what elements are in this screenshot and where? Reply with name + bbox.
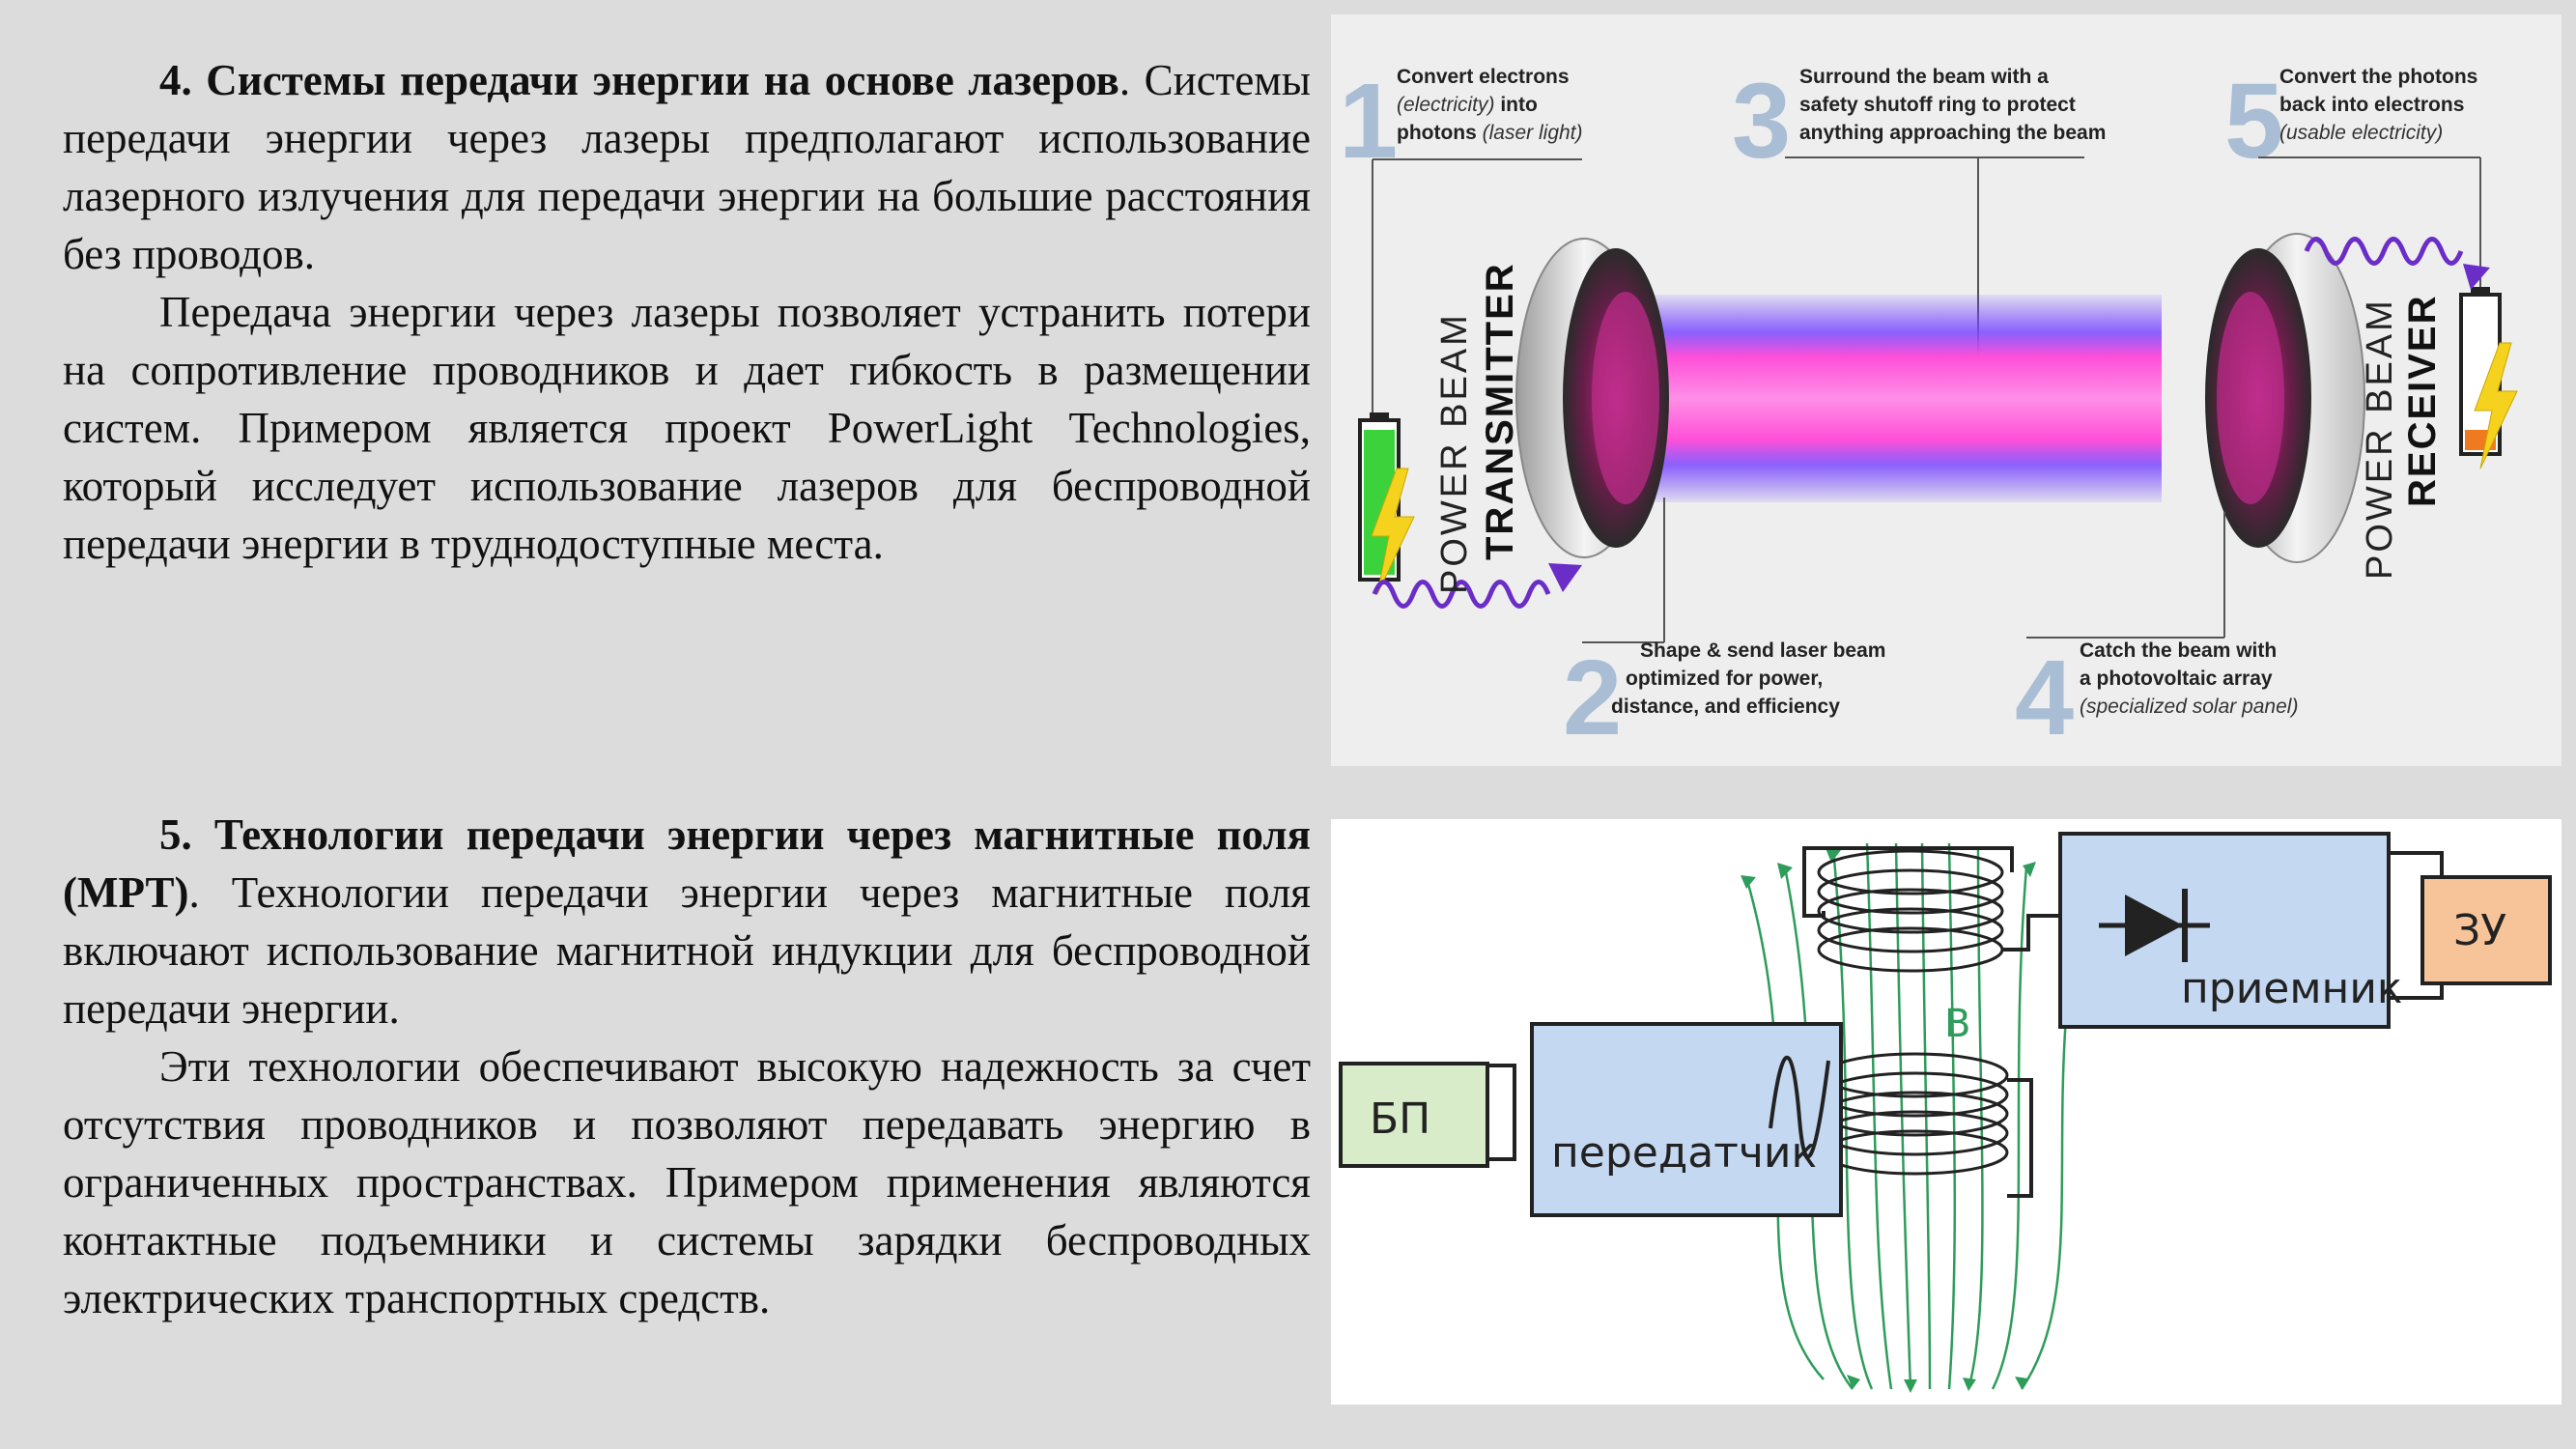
transmitter-input-wave: [1372, 580, 1551, 609]
step-2-line-1: Shape & send laser beam: [1640, 639, 1885, 662]
receiver-coil: [1817, 849, 2004, 973]
section-5-heading: 5. Технологии передачи энергии через маг…: [63, 810, 1311, 917]
receiver-label: приемник: [2181, 964, 2403, 1013]
step-5-line-1: Convert the photons: [2279, 66, 2477, 88]
section-4-paragraph-1: 4. Системы передачи энергии на основе ла…: [63, 56, 1312, 278]
sine-wave-icon: [1769, 1055, 1830, 1159]
step-3-line-1: Surround the beam with a: [1799, 66, 2049, 88]
receiver-label-bold: RECEIVER: [2401, 295, 2444, 508]
section-5-intro: Технологии передачи энергии через магнит…: [63, 868, 1312, 1033]
step-4-line-2: a photovoltaic array: [2080, 668, 2273, 690]
section-4-paragraph-2: Передача энергии через лазеры позволяет …: [63, 288, 1311, 568]
power-supply-box: [1339, 1062, 1489, 1168]
step-3-line-3: anything approaching the beam: [1799, 122, 2106, 144]
transmitter-label-bold: TRANSMITTER: [1479, 262, 1521, 560]
step-2-number: 2: [1563, 639, 1622, 757]
step-4-number: 4: [2015, 639, 2074, 757]
step-1-number: 1: [1339, 62, 1398, 181]
transmitter-battery-icon: [1358, 412, 1415, 595]
receiver-dish: [2205, 233, 2365, 563]
charger-label: ЗУ: [2453, 906, 2506, 955]
step-3-number: 3: [1732, 62, 1791, 181]
receiver-battery-icon: [2459, 287, 2518, 469]
transmitter-dish: [1515, 238, 1669, 558]
step-1-line-1: Convert electrons: [1397, 66, 1570, 88]
charger-box: [2420, 875, 2552, 985]
step-5-number: 5: [2224, 62, 2283, 181]
transmitter-box: [1530, 1022, 1843, 1217]
magnetic-field-lines: [1744, 842, 2086, 1390]
step-2-line-2: optimized for power,: [1626, 668, 1823, 690]
receiver-box: [2058, 832, 2391, 1029]
transmitter-label: POWER BEAM: [1434, 312, 1475, 594]
field-label: B: [1944, 1002, 1970, 1046]
magnetic-transfer-diagram: B БП: [1331, 819, 2562, 1405]
step-5-line-2: back into electrons: [2279, 94, 2464, 116]
section-5-paragraph-2: Эти технологии обеспечивают высокую наде…: [63, 1042, 1311, 1322]
section-4-text: 4. Системы передачи энергии на основе ла…: [63, 51, 1311, 573]
receiver-output-wave: [2304, 237, 2464, 266]
step-4-line-1: Catch the beam with: [2080, 639, 2277, 662]
section-5-text: 5. Технологии передачи энергии через маг…: [63, 806, 1311, 1327]
step-3-line-2: safety shutoff ring to protect: [1799, 94, 2076, 116]
step-1-line-3: photons (laser light): [1397, 122, 1583, 144]
step-5-line-3: (usable electricity): [2279, 122, 2443, 144]
laser-beam: [1621, 295, 2162, 502]
transmitter-label: передатчик: [1551, 1128, 1817, 1178]
step-2-line-3: distance, and efficiency: [1611, 696, 1840, 718]
receiver-label: POWER BEAM: [2360, 298, 2400, 580]
power-supply-label: БП: [1370, 1094, 1430, 1144]
laser-power-beaming-diagram: 1 3 5 2 4 Convert electrons (electricity…: [1331, 14, 2562, 766]
step-1-line-2: (electricity) into: [1397, 94, 1538, 116]
step-4-line-3: (specialized solar panel): [2080, 696, 2298, 718]
section-4-heading: 4. Системы передачи энергии на основе ла…: [159, 56, 1119, 104]
diode-icon: [2099, 889, 2210, 962]
section-4-intro: Системы передачи энергии через лазеры пр…: [63, 56, 1312, 278]
section-5-paragraph-1: 5. Технологии передачи энергии через маг…: [63, 810, 1312, 1033]
